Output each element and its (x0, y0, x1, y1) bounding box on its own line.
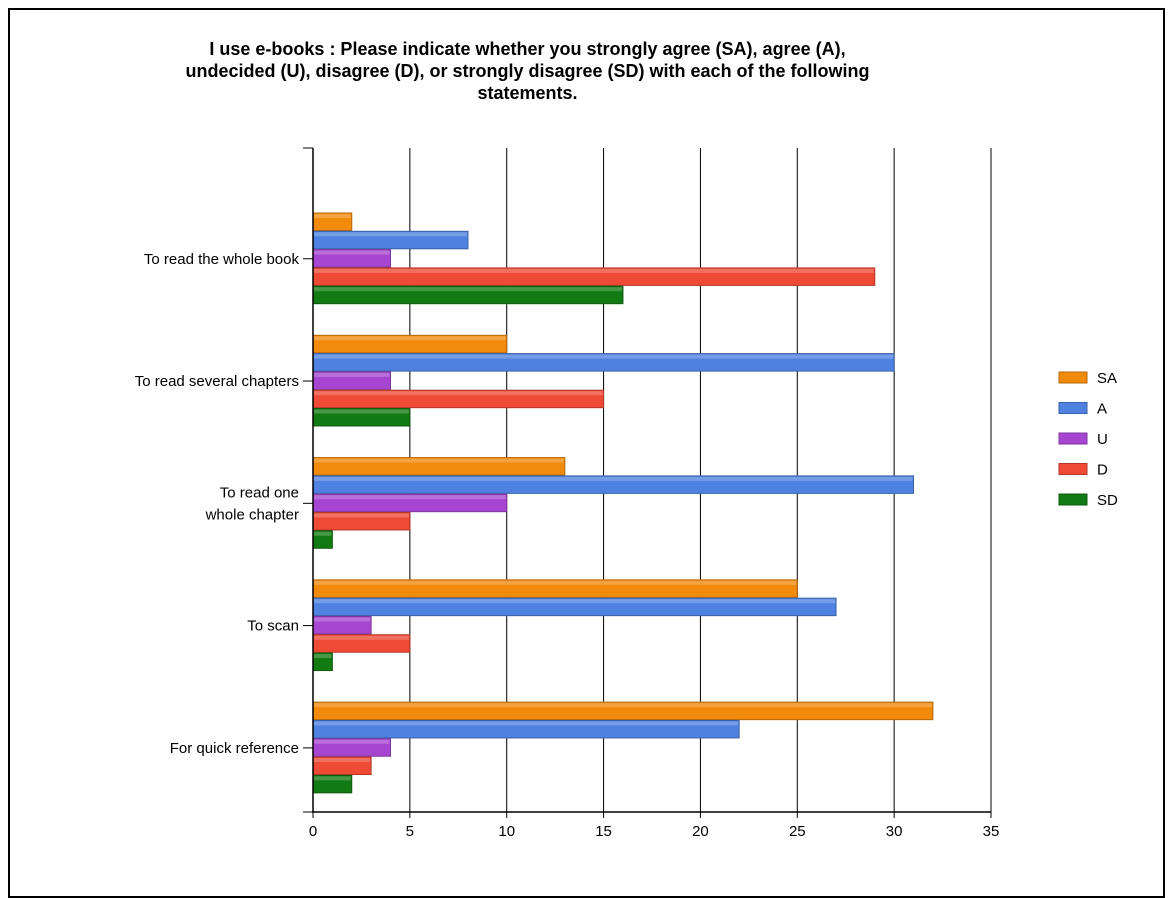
bar-highlight (314, 617, 371, 622)
category-label: To read the whole book (144, 251, 300, 268)
legend-swatch-a (1058, 402, 1088, 414)
chart-title: I use e-books : Please indicate whether … (100, 38, 955, 104)
legend-label-sa: SA (1097, 370, 1117, 387)
bar-highlight (314, 599, 836, 604)
bar-highlight (314, 495, 506, 500)
category-label: whole chapter (205, 506, 299, 523)
bar-highlight (314, 531, 332, 536)
legend-swatch-sd (1058, 493, 1088, 506)
bar-highlight (314, 476, 913, 481)
x-tick-label: 0 (309, 823, 317, 840)
bar-highlight (314, 703, 932, 708)
x-tick-label: 10 (498, 823, 515, 840)
axes: 0 5 10 15 20 25 30 35 To read the whole book To r… (135, 147, 1000, 840)
bar-highlight (314, 458, 564, 463)
bar-highlight (314, 250, 390, 255)
bar-highlight (314, 409, 409, 414)
bar-highlight (314, 232, 467, 237)
bar-highlight (314, 336, 506, 341)
category-label: To read several chapters (135, 373, 299, 390)
bar-highlight (314, 635, 409, 640)
chart-title-line-2: undecided (U), disagree (D), or strongly… (185, 61, 870, 81)
chart-title-line-1: I use e-books : Please indicate whether … (209, 39, 846, 59)
bar-highlight (314, 354, 894, 359)
legend-label-u: U (1097, 431, 1108, 448)
bar-highlight (314, 372, 390, 377)
bar-highlight (314, 214, 351, 218)
x-tick-label: 25 (789, 823, 806, 840)
chart-frame (8, 8, 1165, 898)
legend-swatch-d (1058, 463, 1088, 475)
bar-highlight (314, 758, 371, 763)
legend-label-a: A (1097, 401, 1107, 418)
x-tick-label: 30 (886, 823, 903, 840)
x-tick-label: 15 (595, 823, 612, 840)
bars (312, 212, 934, 794)
chart-title-line-3: statements. (477, 83, 578, 103)
bar-highlight (314, 739, 390, 744)
legend-swatch-u (1058, 432, 1088, 445)
category-label: For quick reference (170, 740, 299, 757)
legend-swatch-sa (1058, 371, 1088, 384)
x-tick-label: 5 (406, 823, 414, 840)
x-tick-label: 35 (983, 823, 1000, 840)
legend-label-sd: SD (1097, 492, 1118, 509)
bar-highlight (314, 776, 351, 781)
bar-highlight (314, 268, 874, 273)
bar-highlight (314, 391, 603, 396)
bar-highlight (314, 580, 797, 585)
bar-highlight (314, 721, 739, 726)
legend-label-d: D (1097, 462, 1108, 479)
bar-highlight (314, 287, 622, 292)
legend: SA AUD SD (1058, 370, 1118, 509)
category-label: To read one (220, 484, 299, 501)
x-tick-label: 20 (692, 823, 709, 840)
bar-highlight (314, 513, 409, 518)
bar-highlight (314, 654, 332, 659)
category-label: To scan (247, 618, 299, 635)
